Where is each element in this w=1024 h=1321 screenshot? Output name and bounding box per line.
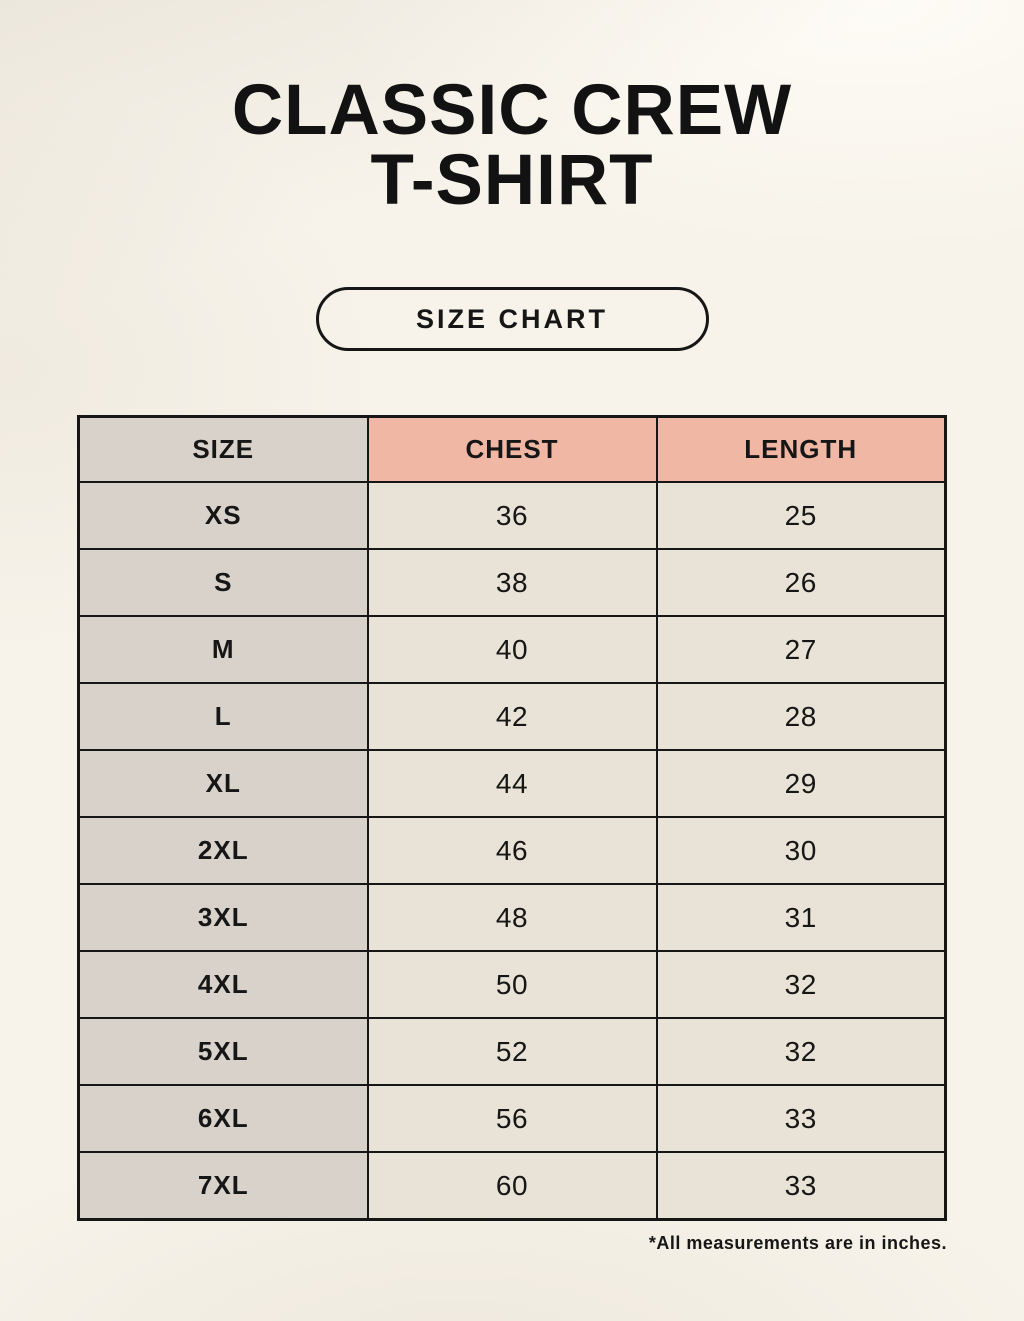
- size-chart-button[interactable]: SIZE CHART: [315, 287, 709, 352]
- page-title-line1: CLASSIC CREW: [231, 71, 793, 150]
- table-row: 2XL 46 30: [77, 816, 947, 886]
- size-table-header: SIZE CHEST LENGTH: [77, 415, 947, 484]
- size-cell: 4XL: [77, 950, 369, 1020]
- measurements-footnote: *All measurements are in inches.: [648, 1233, 947, 1254]
- column-header-length: LENGTH: [655, 415, 947, 484]
- length-cell: 33: [655, 1151, 947, 1221]
- length-cell: 32: [655, 950, 947, 1020]
- table-row: S 38 26: [77, 548, 947, 618]
- chest-cell: 46: [366, 816, 658, 886]
- length-cell: 32: [655, 1017, 947, 1087]
- table-row: XS 36 25: [77, 481, 947, 551]
- table-row: 4XL 50 32: [77, 950, 947, 1020]
- length-cell: 33: [655, 1084, 947, 1154]
- chest-cell: 48: [366, 883, 658, 953]
- page-title: CLASSIC CREW T-SHIRT: [0, 71, 1024, 220]
- chest-cell: 60: [366, 1151, 658, 1221]
- table-row: 6XL 56 33: [77, 1084, 947, 1154]
- page-title-line2: T-SHIRT: [370, 140, 654, 220]
- size-cell: 5XL: [77, 1017, 369, 1087]
- length-cell: 26: [655, 548, 947, 618]
- size-cell: XS: [77, 481, 369, 551]
- table-row: L 42 28: [77, 682, 947, 752]
- table-row: 5XL 52 32: [77, 1017, 947, 1087]
- chest-cell: 38: [366, 548, 658, 618]
- length-cell: 30: [655, 816, 947, 886]
- size-cell: M: [77, 615, 369, 685]
- table-row: XL 44 29: [77, 749, 947, 819]
- table-row: 7XL 60 33: [77, 1151, 947, 1221]
- length-cell: 29: [655, 749, 947, 819]
- size-cell: XL: [77, 749, 369, 819]
- size-cell: 6XL: [77, 1084, 369, 1154]
- chest-cell: 36: [366, 481, 658, 551]
- header-row: SIZE CHEST LENGTH: [77, 415, 947, 484]
- size-cell: 2XL: [77, 816, 369, 886]
- column-header-chest: CHEST: [366, 415, 658, 484]
- chest-cell: 50: [366, 950, 658, 1020]
- length-cell: 25: [655, 481, 947, 551]
- size-cell: L: [77, 682, 369, 752]
- chest-cell: 40: [366, 615, 658, 685]
- table-row: M 40 27: [77, 615, 947, 685]
- column-header-size: SIZE: [77, 415, 369, 484]
- size-cell: 7XL: [77, 1151, 369, 1221]
- length-cell: 27: [655, 615, 947, 685]
- length-cell: 28: [655, 682, 947, 752]
- chest-cell: 42: [366, 682, 658, 752]
- table-row: 3XL 48 31: [77, 883, 947, 953]
- chest-cell: 44: [366, 749, 658, 819]
- chest-cell: 52: [366, 1017, 658, 1087]
- size-table-body: XS 36 25 S 38 26 M 40 27 L 42 28 XL 44 29 2XL 46 30 3XL 48 3…: [77, 481, 947, 1221]
- size-chart-table: SIZE CHEST LENGTH XS 36 25 S 38 26 M 40 27 L 42 28 X…: [77, 415, 947, 1222]
- chest-cell: 56: [366, 1084, 658, 1154]
- size-cell: S: [77, 548, 369, 618]
- size-cell: 3XL: [77, 883, 369, 953]
- length-cell: 31: [655, 883, 947, 953]
